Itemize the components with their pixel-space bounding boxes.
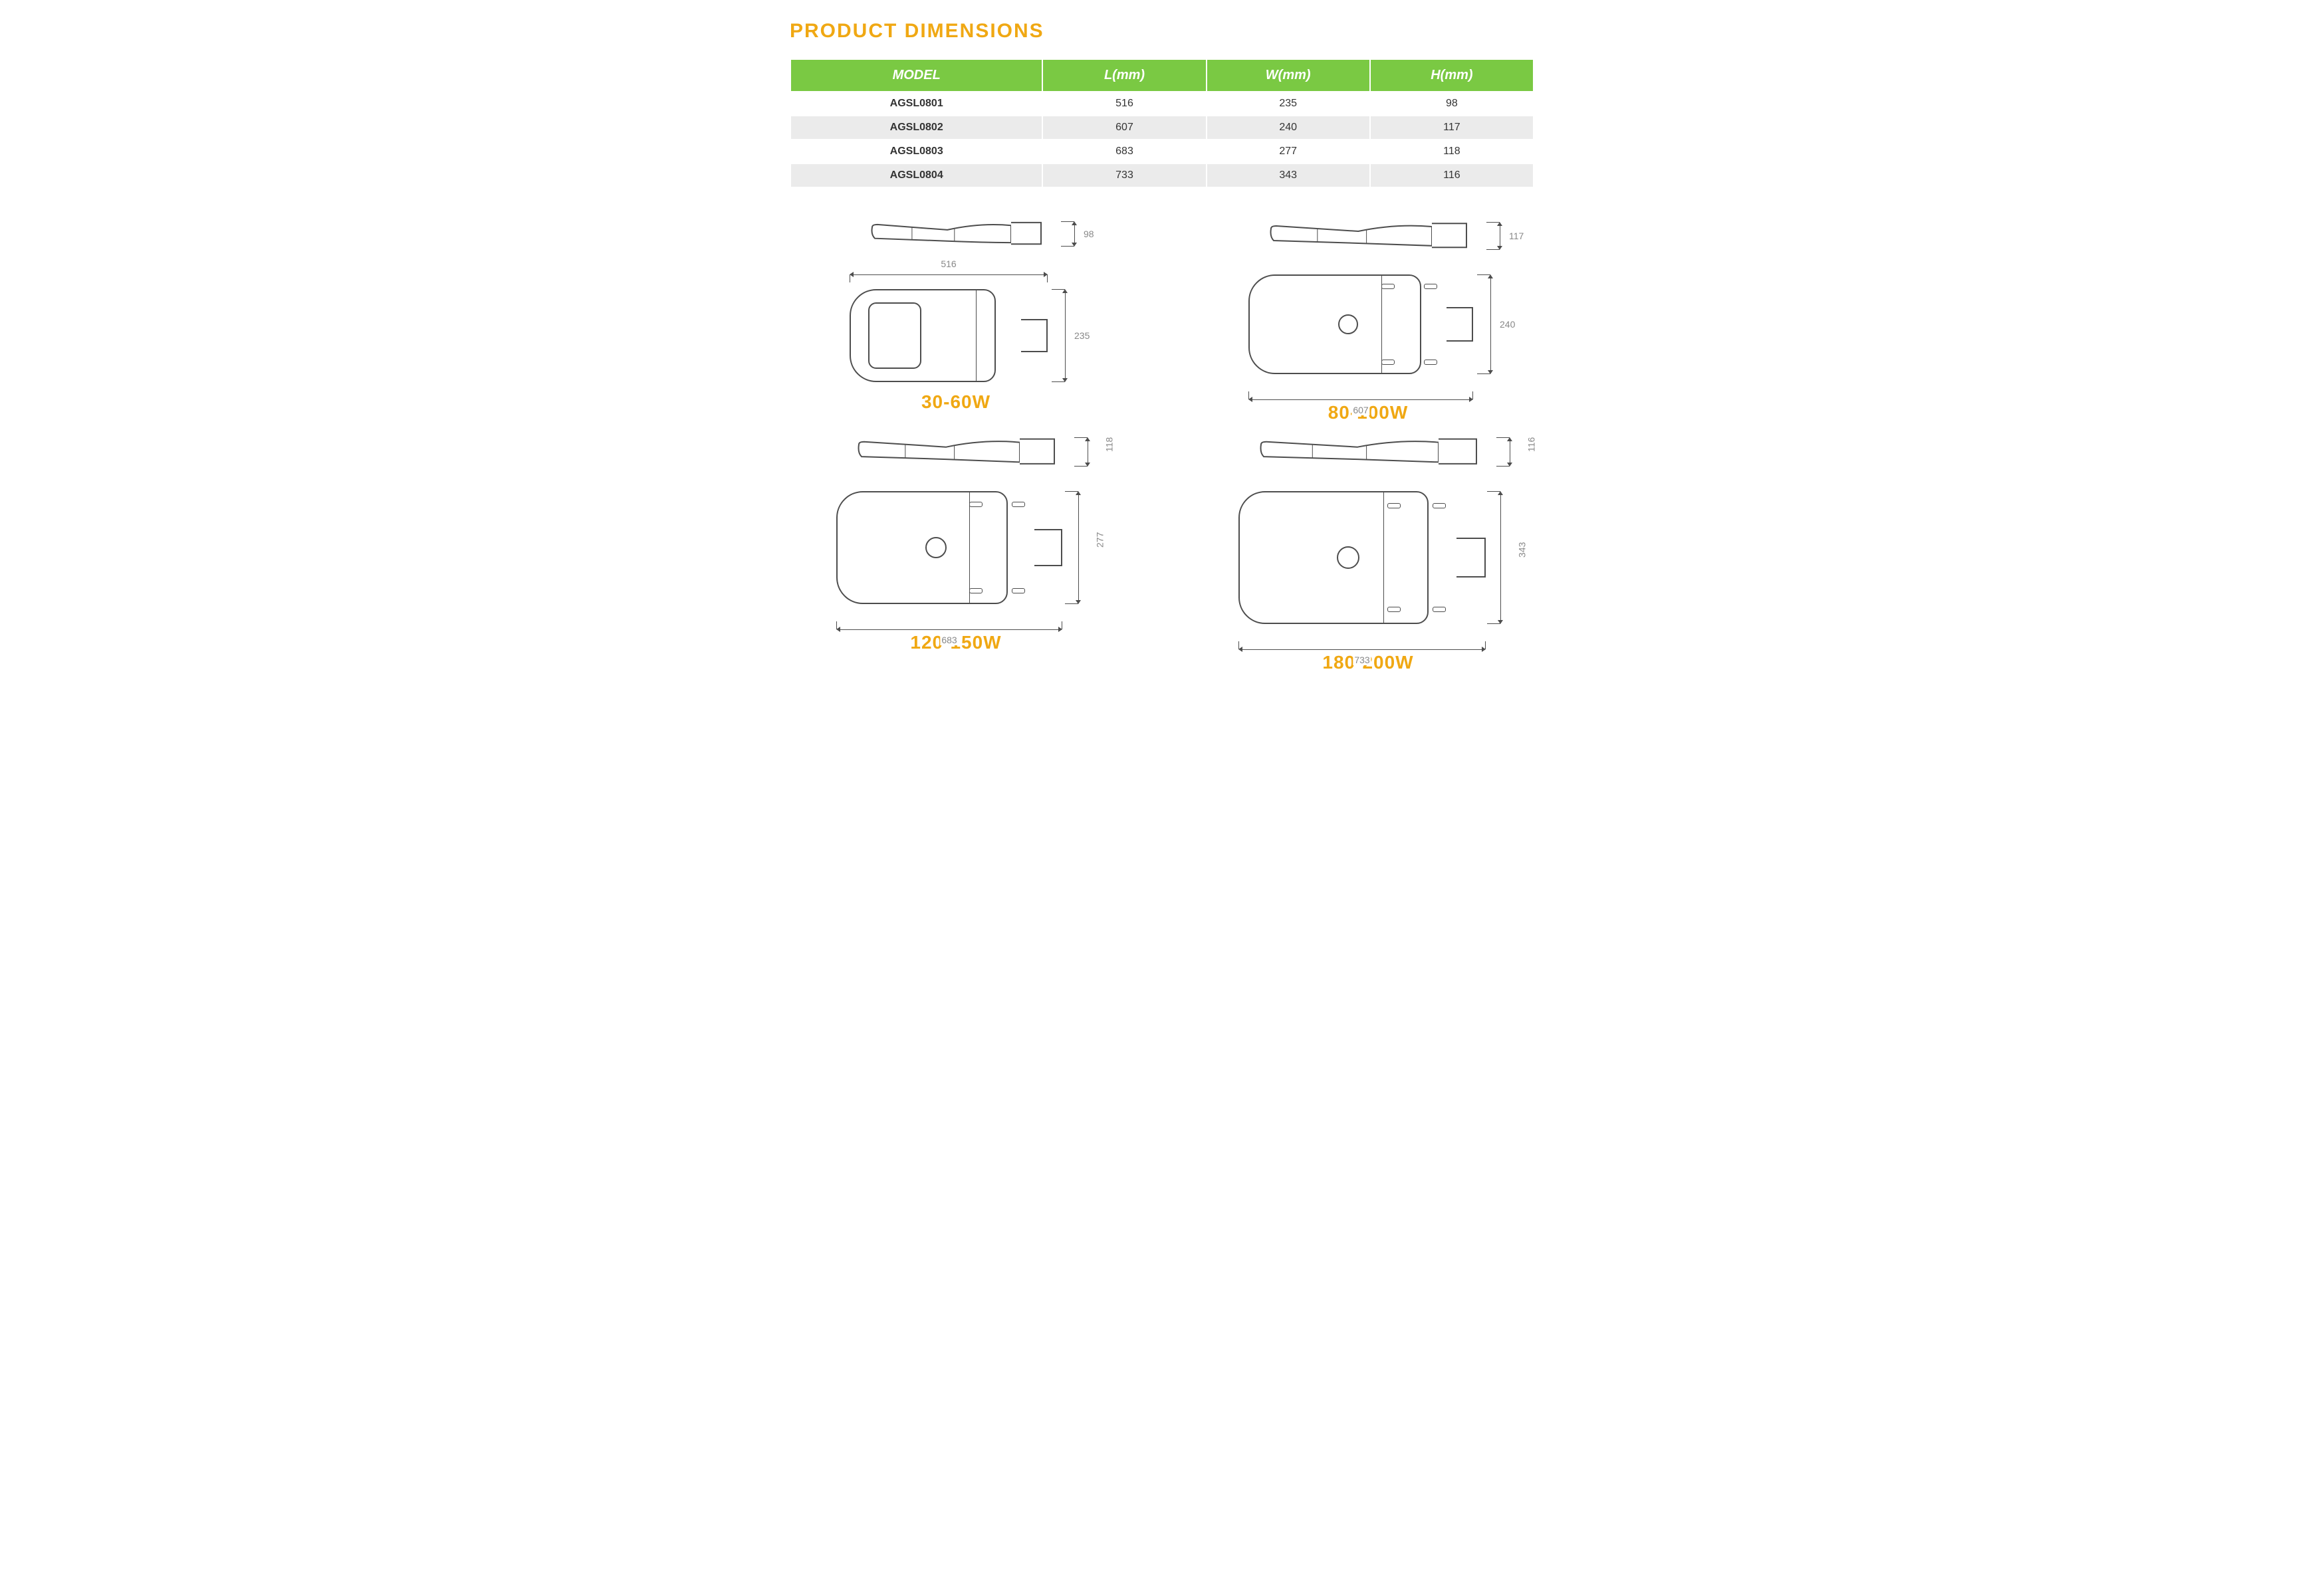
drawing-p2: 117 607 240 80-100W — [1202, 215, 1534, 423]
table-body: AGSL0801 516 235 98 AGSL0802 607 240 117… — [791, 92, 1533, 187]
dim-label: 116 — [1526, 437, 1536, 452]
col-w: W(mm) — [1207, 60, 1369, 91]
table-row: AGSL0803 683 277 118 — [791, 140, 1533, 163]
side-view: 117 — [1268, 215, 1468, 255]
page: PRODUCT DIMENSIONS MODEL L(mm) W(mm) H(m… — [723, 0, 1601, 700]
table-header-row: MODEL L(mm) W(mm) H(mm) — [791, 60, 1533, 91]
dim-line-vertical: 98 — [1069, 221, 1080, 247]
cell-w: 235 — [1207, 92, 1369, 115]
col-h: H(mm) — [1371, 60, 1533, 91]
cell-h: 98 — [1371, 92, 1533, 115]
cell-w: 277 — [1207, 140, 1369, 163]
dim-label: 98 — [1084, 229, 1094, 239]
dim-label: 235 — [1074, 330, 1090, 341]
drawing-p3: 118 683 277 120-150W — [790, 430, 1122, 673]
col-model: MODEL — [791, 60, 1042, 91]
dim-label: 118 — [1104, 437, 1114, 452]
dim-label: 516 — [939, 259, 957, 269]
dim-label: 117 — [1509, 231, 1524, 241]
cell-model: AGSL0802 — [791, 116, 1042, 139]
cell-w: 240 — [1207, 116, 1369, 139]
page-title: PRODUCT DIMENSIONS — [790, 20, 1534, 43]
dim-label: 240 — [1500, 319, 1515, 330]
drawing-p1: 98 516 235 30-60W — [790, 215, 1122, 423]
top-view: 683 277 — [836, 491, 1036, 604]
col-l: L(mm) — [1043, 60, 1205, 91]
side-view: 118 — [856, 430, 1056, 471]
drawing-p4: 116 733 343 180-200W — [1202, 430, 1534, 673]
table-row: AGSL0801 516 235 98 — [791, 92, 1533, 115]
cell-h: 116 — [1371, 164, 1533, 187]
table-head: MODEL L(mm) W(mm) H(mm) — [791, 60, 1533, 91]
dim-line-vertical: 117 — [1494, 222, 1505, 250]
cell-model: AGSL0803 — [791, 140, 1042, 163]
dim-label: 733 — [1353, 655, 1371, 665]
dim-line-vertical: 118 — [1082, 437, 1093, 466]
cell-model: AGSL0804 — [791, 164, 1042, 187]
dim-line-horizontal: 607 — [1248, 394, 1473, 405]
top-view: 733 343 — [1238, 491, 1458, 624]
dim-line-vertical: 116 — [1504, 437, 1515, 466]
side-view: 116 — [1258, 430, 1478, 471]
top-view: 607 240 — [1248, 274, 1448, 374]
cell-l: 683 — [1043, 140, 1205, 163]
watt-label: 30-60W — [921, 391, 990, 413]
cell-l: 733 — [1043, 164, 1205, 187]
table-row: AGSL0804 733 343 116 — [791, 164, 1533, 187]
dim-line-horizontal: 516 — [850, 269, 1048, 280]
cell-model: AGSL0801 — [791, 92, 1042, 115]
cell-l: 607 — [1043, 116, 1205, 139]
dim-line-horizontal: 733 — [1238, 644, 1486, 655]
dim-line-horizontal: 683 — [836, 624, 1062, 635]
dim-line-vertical: 240 — [1485, 274, 1496, 374]
dim-line-vertical: 235 — [1060, 289, 1070, 382]
dim-label: 277 — [1094, 532, 1105, 548]
dim-line-vertical: 277 — [1073, 491, 1084, 604]
cell-h: 117 — [1371, 116, 1533, 139]
table-row: AGSL0802 607 240 117 — [791, 116, 1533, 139]
cell-l: 516 — [1043, 92, 1205, 115]
dim-label: 683 — [940, 635, 958, 645]
dim-label: 343 — [1516, 542, 1527, 558]
cell-h: 118 — [1371, 140, 1533, 163]
top-view: 516 235 — [850, 289, 1022, 382]
cell-w: 343 — [1207, 164, 1369, 187]
side-view: 98 — [870, 215, 1042, 251]
drawings-grid: 98 516 235 30-60W 117 607 240 80-100W 11… — [790, 215, 1534, 673]
dimensions-table: MODEL L(mm) W(mm) H(mm) AGSL0801 516 235… — [790, 58, 1534, 188]
dim-line-vertical: 343 — [1495, 491, 1506, 624]
dim-label: 607 — [1351, 405, 1369, 415]
